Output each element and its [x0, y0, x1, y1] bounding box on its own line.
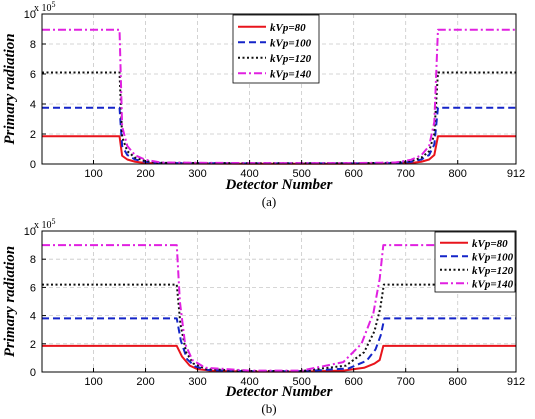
- y-tick-label: 0: [30, 367, 36, 379]
- x-tick-label: 100: [84, 376, 102, 388]
- y-tick-label: 4: [30, 311, 36, 323]
- y-tick-label: 10: [24, 9, 36, 21]
- y-tick-label: 8: [30, 254, 36, 266]
- y-exponent-base: x 10: [34, 3, 52, 14]
- legend-label: kVp=120: [472, 265, 514, 277]
- legend-label: kVp=80: [472, 238, 508, 250]
- y-exponent-power: 5: [52, 217, 56, 226]
- y-tick-label: 4: [30, 99, 36, 111]
- x-tick-label: 500: [292, 168, 310, 180]
- y-tick-label: 0: [30, 159, 36, 171]
- series-line-kvp-3: [42, 244, 516, 372]
- x-tick-label: 700: [397, 168, 415, 180]
- legend-label: kVp=100: [472, 251, 514, 263]
- y-tick-label: 8: [30, 39, 36, 51]
- x-axis-title: Detector Number: [224, 384, 332, 400]
- x-tick-label: 912: [507, 168, 525, 180]
- legend: kVp=80 kVp=100 kVp=120 kVp=140: [232, 14, 320, 84]
- x-tick-label: 300: [188, 168, 206, 180]
- y-tick-label: 10: [24, 226, 36, 238]
- x-tick-label: 300: [188, 376, 206, 388]
- y-tick-label: 2: [30, 339, 36, 351]
- y-axis-title: Primary radiation: [2, 246, 18, 357]
- y-axis-title: Primary radiation: [2, 33, 18, 144]
- y-exponent-base: x 10: [34, 220, 52, 231]
- chart-panel-0: 100 200 300 400 500 600 700 800 912 0 2 4 6 8 10x 105 P…: [2, 0, 525, 209]
- x-tick-label: 100: [84, 168, 102, 180]
- legend-label: kVp=140: [472, 278, 514, 290]
- panel-label: (b): [261, 401, 276, 416]
- legend-label: kVp=100: [270, 37, 312, 49]
- chart-panel-1: 100 200 300 400 500 600 700 800 912 0 2 4 6 8 10x 105 P…: [2, 217, 525, 416]
- plot-frame: [41, 230, 517, 373]
- x-tick-label: 200: [136, 376, 154, 388]
- y-tick-label: 2: [30, 129, 36, 141]
- x-tick-label: 200: [136, 168, 154, 180]
- x-tick-label: 500: [292, 376, 310, 388]
- x-tick-label: 800: [449, 376, 467, 388]
- plot-frame: [41, 13, 517, 165]
- legend-label: kVp=120: [270, 53, 312, 65]
- y-exponent-power: 5: [52, 0, 56, 9]
- panel-label: (a): [262, 194, 276, 209]
- x-tick-label: 600: [344, 376, 362, 388]
- x-tick-label: 700: [397, 376, 415, 388]
- legend-label: kVp=80: [270, 22, 306, 34]
- x-tick-label: 912: [507, 376, 525, 388]
- y-tick-label: 6: [30, 282, 36, 294]
- y-exponent-label: x 105: [34, 0, 56, 14]
- x-tick-label: 400: [240, 168, 258, 180]
- x-tick-label: 600: [344, 168, 362, 180]
- x-tick-label: 400: [240, 376, 258, 388]
- y-tick-label: 6: [30, 69, 36, 81]
- x-tick-label: 800: [449, 168, 467, 180]
- x-axis-title: Detector Number: [224, 177, 332, 193]
- y-exponent-label: x 105: [34, 217, 56, 231]
- legend-label: kVp=140: [270, 68, 312, 80]
